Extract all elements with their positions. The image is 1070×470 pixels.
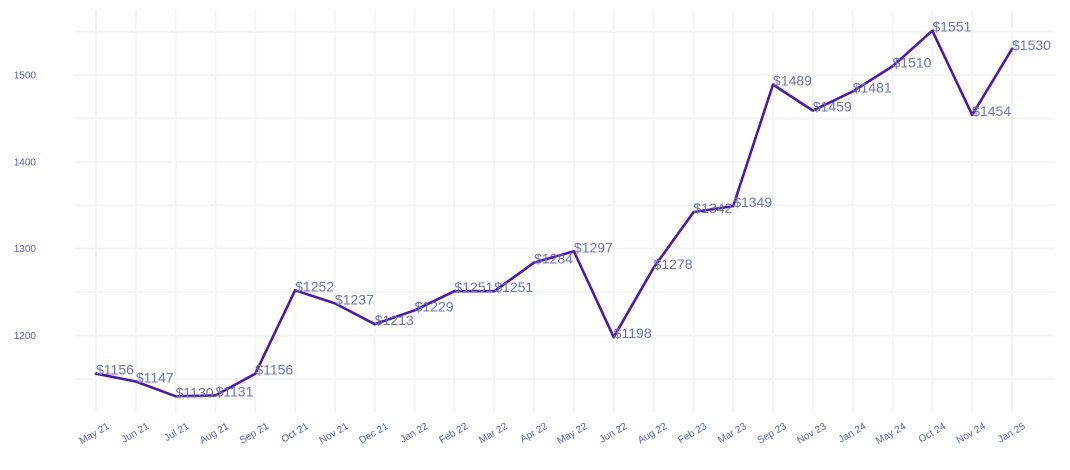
data-label: $1131 — [215, 383, 253, 399]
data-label: $1251 — [454, 279, 493, 295]
data-label: $1454 — [972, 103, 1011, 119]
x-tick-label: Jan 24 — [837, 421, 869, 446]
x-tick-label: Nov 23 — [795, 421, 828, 447]
x-tick-label: Oct 21 — [280, 421, 311, 445]
data-label: $1198 — [614, 325, 652, 341]
x-tick-label: Jun 22 — [598, 421, 630, 446]
y-tick-label: 1400 — [14, 157, 37, 168]
data-label: $1510 — [893, 54, 932, 70]
x-tick-label: Nov 21 — [318, 421, 351, 447]
x-tick-label: Feb 22 — [437, 421, 470, 446]
x-tick-label: Oct 24 — [917, 421, 948, 445]
data-label: $1551 — [932, 19, 971, 35]
x-tick-label: May 22 — [556, 421, 590, 447]
data-label: $1459 — [813, 99, 852, 115]
data-label: $1252 — [295, 278, 334, 294]
data-label: $1229 — [415, 298, 454, 314]
x-tick-label: Aug 22 — [636, 421, 669, 447]
x-tick-label: Feb 23 — [676, 421, 709, 446]
y-tick-label: 1300 — [14, 244, 37, 255]
y-tick-label: 1500 — [14, 71, 37, 82]
y-axis-ticks: 1200 1300 1400 1500 — [14, 71, 37, 343]
data-label: $1297 — [574, 239, 613, 255]
x-tick-label: Jun 21 — [120, 421, 152, 446]
data-label: $1481 — [853, 79, 892, 95]
x-tick-label: Mar 22 — [477, 421, 510, 446]
x-axis-ticks: May 21 Jun 21 Jul 21 Aug 21 Sep 21 Oct 21 Nov … — [78, 421, 1028, 447]
data-label: $1147 — [136, 370, 174, 386]
x-tick-label: Jan 22 — [399, 421, 431, 446]
data-label: $1530 — [1012, 37, 1051, 53]
data-label: $1284 — [534, 251, 573, 267]
data-label: $1251 — [494, 279, 533, 295]
x-tick-label: Nov 24 — [955, 421, 988, 447]
x-tick-label: Apr 22 — [519, 421, 550, 445]
x-tick-label: Sep 21 — [238, 421, 271, 447]
data-label: $1342 — [693, 200, 732, 216]
x-tick-label: May 24 — [874, 421, 908, 447]
x-tick-label: Mar 23 — [716, 421, 749, 446]
x-tick-label: Aug 21 — [198, 421, 231, 447]
x-tick-label: Sep 23 — [756, 421, 789, 447]
data-label: $1213 — [375, 312, 414, 328]
data-label: $1156 — [255, 362, 293, 378]
data-label: $1237 — [335, 291, 374, 307]
series-line — [94, 29, 1014, 398]
y-tick-label: 1200 — [14, 331, 37, 342]
data-labels: $1156 $1147$1130 $1131$1156$1252$1237$1213… — [96, 19, 1051, 401]
data-label: $1156 — [96, 362, 134, 378]
x-tick-label: Jan 25 — [996, 421, 1028, 446]
x-tick-label: Dec 21 — [357, 421, 390, 447]
data-label: $1130 — [176, 384, 214, 400]
data-label: $1278 — [654, 256, 693, 272]
data-label: $1349 — [733, 194, 772, 210]
data-label: $1489 — [773, 73, 812, 89]
x-tick-label: May 21 — [78, 421, 112, 447]
x-tick-label: Jul 21 — [163, 421, 192, 444]
